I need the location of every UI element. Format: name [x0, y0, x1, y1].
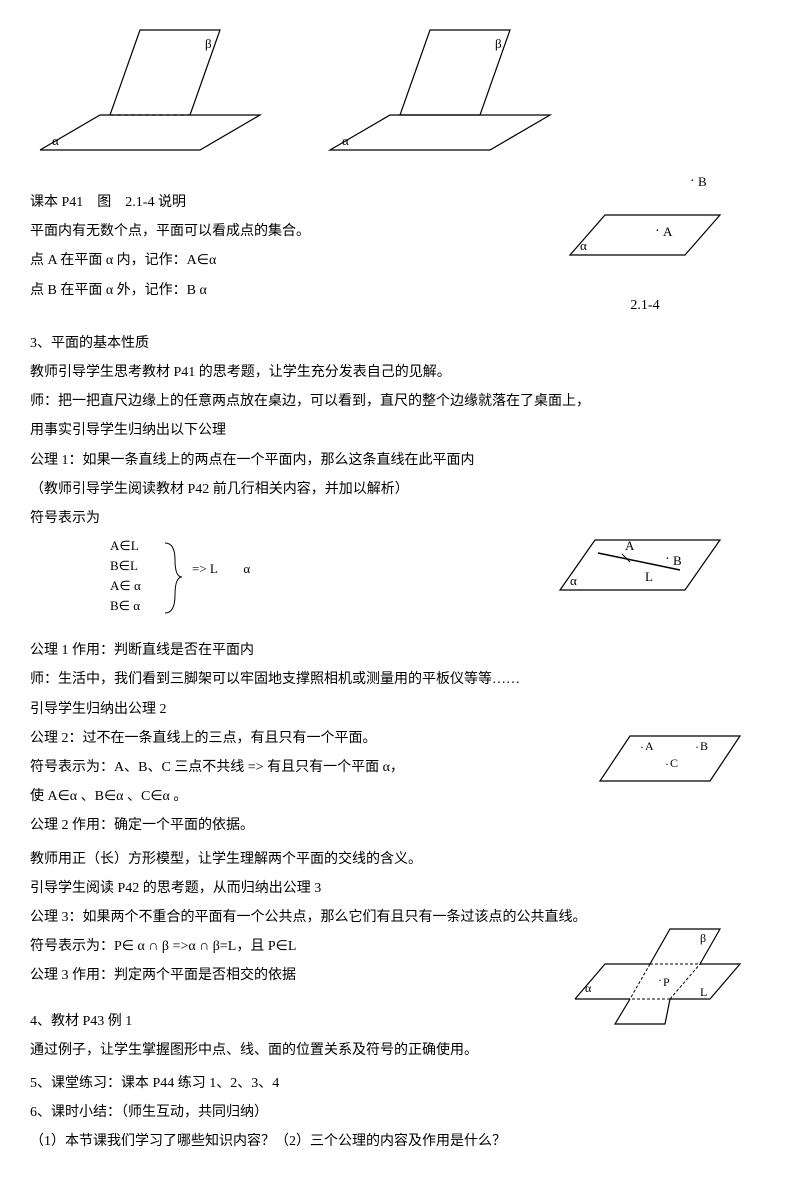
beta-label-2: β: [495, 36, 502, 51]
text-line: 引导学生阅读 P42 的思考题，从而归纳出公理 3: [30, 876, 770, 901]
svg-text:=> L α: => L α: [192, 561, 250, 576]
line-L-2: L: [700, 985, 707, 999]
svg-text:B∈ α: B∈ α: [110, 598, 140, 613]
diagram-planes-dashed: β α: [30, 20, 280, 170]
alpha-label: α: [52, 133, 59, 148]
axiom3-figure: α β · P L: [570, 924, 750, 1043]
svg-text:·: ·: [665, 757, 669, 771]
diagram-planes-solid: β α: [320, 20, 570, 170]
alpha-label-2: α: [342, 133, 349, 148]
figure-2-1-4: · B α · A 2.1-4: [560, 170, 730, 318]
text-line: （1）本节课我们学习了哪些知识内容？（2）三个公理的内容及作用是什么？: [30, 1129, 770, 1154]
svg-text:B∈L: B∈L: [110, 558, 138, 573]
text-line: 公理 1：如果一条直线上的两点在一个平面内，那么这条直线在此平面内: [30, 448, 770, 473]
fig-caption: 2.1-4: [560, 293, 730, 318]
section-3-title: 3、平面的基本性质: [30, 331, 770, 356]
svg-text:·: ·: [695, 740, 699, 754]
top-diagram-row: β α β α: [30, 20, 770, 170]
pt-A: A: [645, 739, 654, 753]
text-line: 公理 1 作用：判断直线是否在平面内: [30, 638, 770, 663]
svg-text:A∈L: A∈L: [110, 538, 139, 553]
beta-3: β: [700, 931, 706, 945]
svg-text:·: ·: [658, 973, 662, 987]
text-line: 师：生活中，我们看到三脚架可以牢固地支撑照相机或测量用的平板仪等等……: [30, 667, 770, 692]
symbol-notation: A∈L B∈L A∈ α B∈ α => L α: [110, 535, 770, 634]
alpha-label-3: α: [580, 238, 587, 253]
svg-text:·: ·: [690, 174, 695, 189]
svg-text:·: ·: [655, 224, 660, 239]
beta-label: β: [205, 36, 212, 51]
text-line: 教师引导学生思考教材 P41 的思考题，让学生充分发表自己的见解。: [30, 360, 770, 385]
pt-C: C: [670, 756, 678, 770]
text-line: 公理 2 作用：确定一个平面的依据。: [30, 813, 770, 838]
point-P: P: [663, 975, 670, 989]
text-line: （教师引导学生阅读教材 P42 前几行相关内容，并加以解析）: [30, 477, 770, 502]
text-line: 引导学生归纳出公理 2: [30, 697, 770, 722]
svg-text:A∈ α: A∈ α: [110, 578, 141, 593]
point-B-label: B: [698, 174, 707, 189]
svg-text:·: ·: [640, 740, 644, 754]
axiom2-figure: · A · B · C: [590, 726, 750, 800]
text-line: 师：把一把直尺边缘上的任意两点放在桌边，可以看到，直尺的整个边缘就落在了桌面上，: [30, 389, 770, 414]
text-line: 教师用正（长）方形模型，让学生理解两个平面的交线的含义。: [30, 847, 770, 872]
section-5: 5、课堂练习：课本 P44 练习 1、2、3、4: [30, 1071, 770, 1096]
section-2-1-4: · B α · A 2.1-4 课本 P41 图 2.1-4 说明 平面内有无数…: [30, 190, 770, 327]
point-A-label: A: [663, 224, 673, 239]
pt-B: B: [700, 739, 708, 753]
section-6-title: 6、课时小结：（师生互动，共同归纳）: [30, 1100, 770, 1125]
text-line: 用事实引导学生归纳出以下公理: [30, 418, 770, 443]
alpha-5: α: [585, 981, 592, 995]
